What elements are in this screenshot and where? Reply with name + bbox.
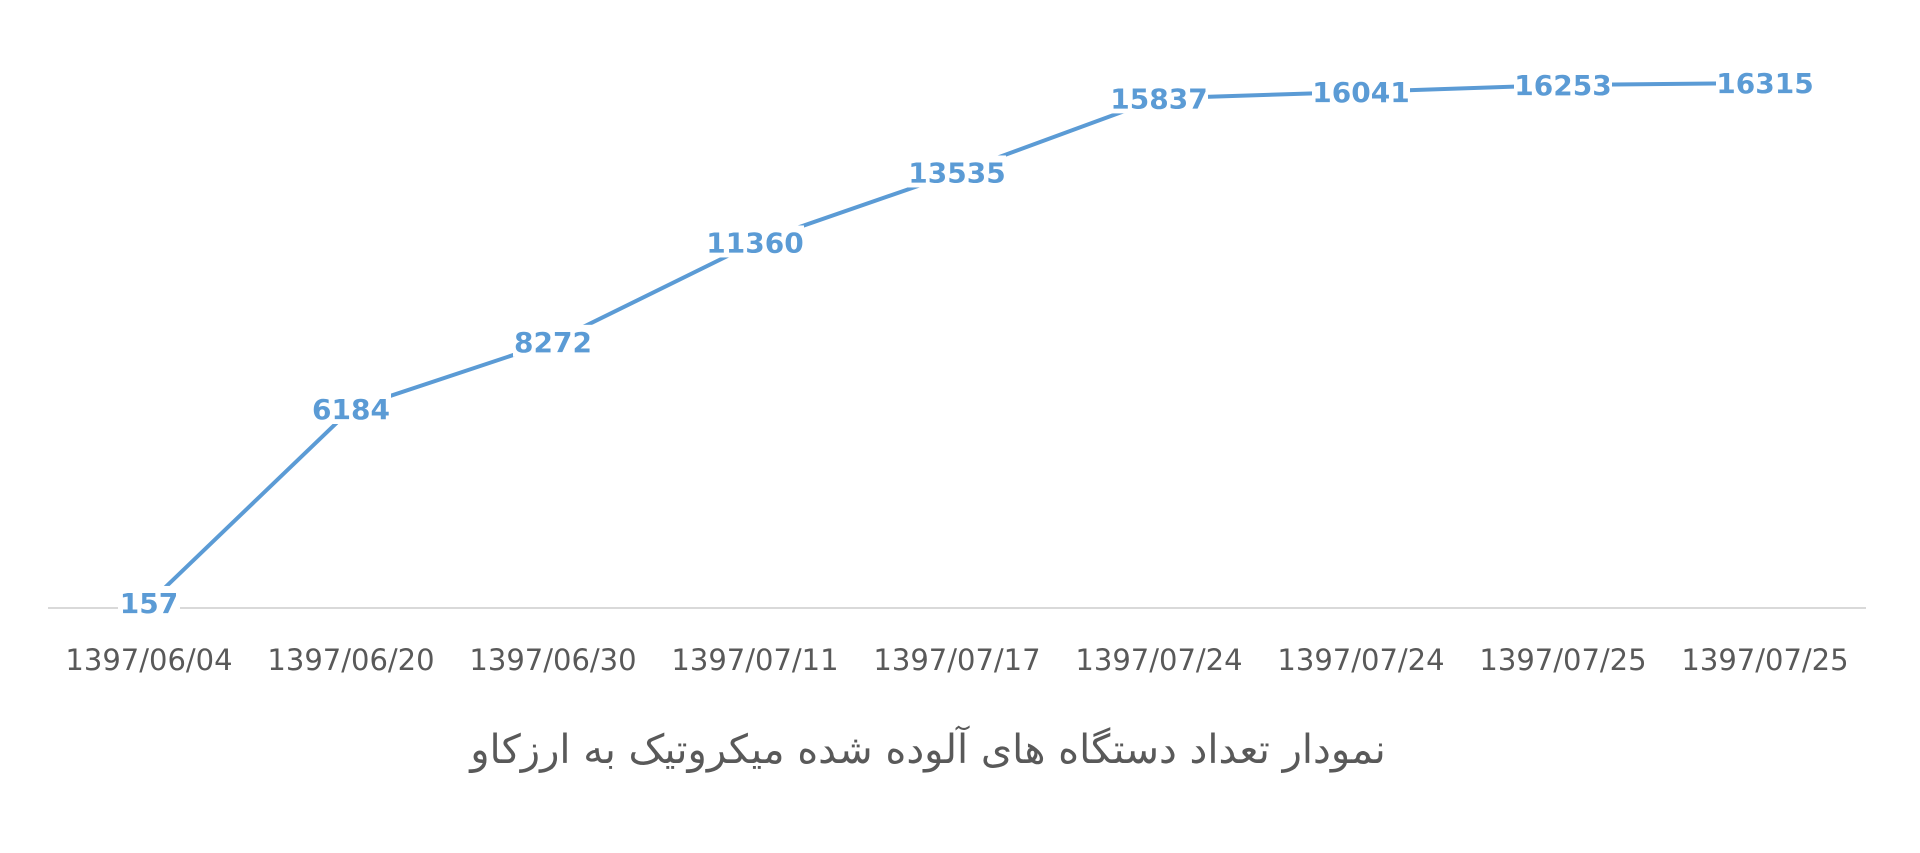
x-tick-label: 1397/06/20: [267, 643, 434, 677]
x-tick-label: 1397/07/25: [1681, 643, 1848, 677]
x-tick-label: 1397/06/30: [469, 643, 636, 677]
chart-title: نمودار تعداد دستگاه های آلوده شده میکروت…: [468, 725, 1386, 773]
data-label: 16253: [1514, 69, 1611, 102]
x-tick-label: 1397/07/25: [1479, 643, 1646, 677]
data-label-background: [311, 392, 391, 425]
x-tick-label: 1397/07/24: [1075, 643, 1242, 677]
data-label-background: [1110, 81, 1208, 114]
data-label: 13535: [908, 156, 1005, 189]
data-label: 16315: [1716, 67, 1813, 100]
data-label-background: [706, 225, 804, 258]
data-label-background: [513, 324, 593, 357]
x-tick-label: 1397/06/04: [65, 643, 232, 677]
x-tick-label: 1397/07/24: [1277, 643, 1444, 677]
data-labels-group: 157 6184 8272 11360 13535 15837 16041 16253 1631…: [118, 66, 1814, 620]
data-label-background: [1514, 67, 1612, 100]
data-label: 15837: [1110, 82, 1207, 115]
data-label: 16041: [1312, 76, 1409, 109]
data-label-background: [908, 155, 1006, 188]
data-label-background: [1312, 74, 1410, 107]
data-label-background: [1716, 66, 1814, 98]
data-label: 157: [120, 587, 178, 620]
x-tick-label: 1397/07/11: [671, 643, 838, 677]
data-label-background: [118, 585, 180, 618]
x-axis-tick-labels: 1397/06/04 1397/06/20 1397/06/30 1397/07/11…: [65, 643, 1848, 677]
data-label: 11360: [706, 226, 803, 259]
data-label: 6184: [312, 393, 390, 426]
x-tick-label: 1397/07/17: [873, 643, 1040, 677]
data-label: 8272: [514, 326, 592, 359]
